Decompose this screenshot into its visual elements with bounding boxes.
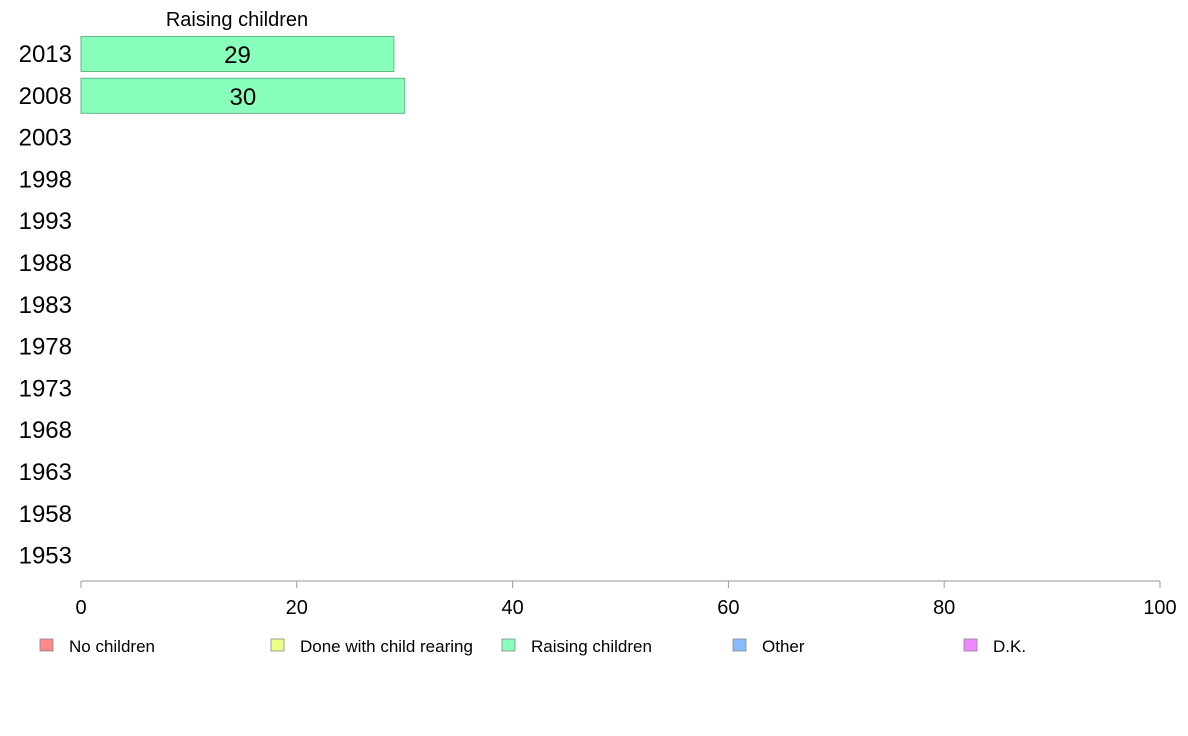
category-label: 1983: [19, 292, 72, 319]
legend-swatch: [732, 638, 747, 652]
x-tick-label: 40: [501, 597, 523, 619]
bar-value-label: 29: [224, 42, 251, 69]
legend-swatch: [270, 638, 285, 652]
bar-value-label: 30: [229, 84, 256, 111]
legend-label: Done with child rearing: [300, 637, 473, 656]
x-tick-label: 100: [1143, 597, 1176, 619]
category-label: 2008: [19, 83, 72, 110]
category-label: 1973: [19, 375, 72, 402]
legend-swatch: [963, 638, 978, 652]
x-tick-label: 0: [75, 597, 86, 619]
category-label: 1978: [19, 334, 72, 361]
category-label: 1958: [19, 501, 72, 528]
x-tick-label: 60: [717, 597, 739, 619]
x-tick-label: 20: [286, 597, 308, 619]
legend-swatch: [501, 638, 516, 652]
category-label: 2003: [19, 125, 72, 152]
bar: [80, 36, 395, 72]
category-label: 2013: [19, 41, 72, 68]
category-label: 1953: [19, 543, 72, 570]
legend-label: D.K.: [993, 637, 1026, 656]
section-title: Raising children: [166, 9, 308, 31]
legend-label: Other: [762, 637, 805, 656]
x-tick-label: 80: [933, 597, 955, 619]
bar: [80, 77, 406, 114]
legend-swatch: [39, 638, 54, 652]
legend-label: Raising children: [531, 637, 652, 656]
category-label: 1993: [19, 208, 72, 235]
category-label: 1998: [19, 166, 72, 193]
category-label: 1988: [19, 250, 72, 277]
legend-label: No children: [69, 637, 155, 656]
category-label: 1968: [19, 417, 72, 444]
category-label: 1963: [19, 459, 72, 486]
